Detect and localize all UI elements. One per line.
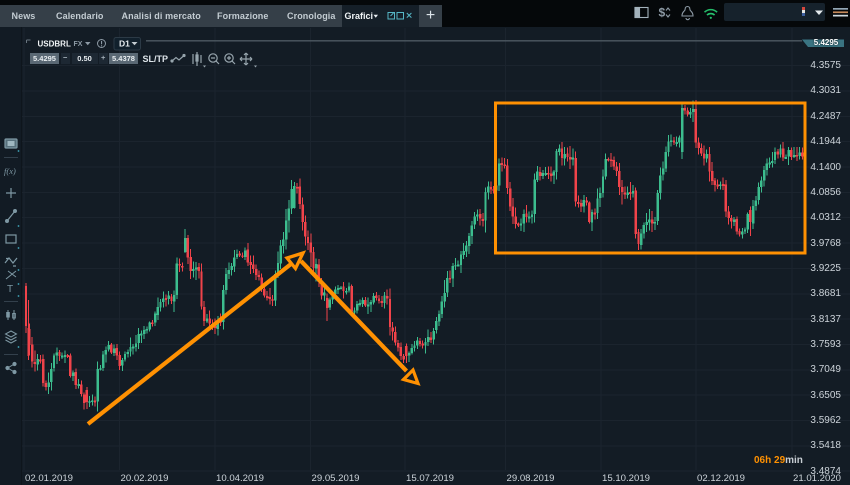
svg-text:USDBRL: USDBRL bbox=[38, 40, 71, 49]
svg-text:f(x): f(x) bbox=[4, 166, 16, 176]
svg-text:D1: D1 bbox=[119, 39, 130, 49]
svg-text:FX: FX bbox=[74, 41, 83, 48]
svg-text:T: T bbox=[7, 284, 13, 295]
svg-text:$: $ bbox=[659, 6, 666, 20]
